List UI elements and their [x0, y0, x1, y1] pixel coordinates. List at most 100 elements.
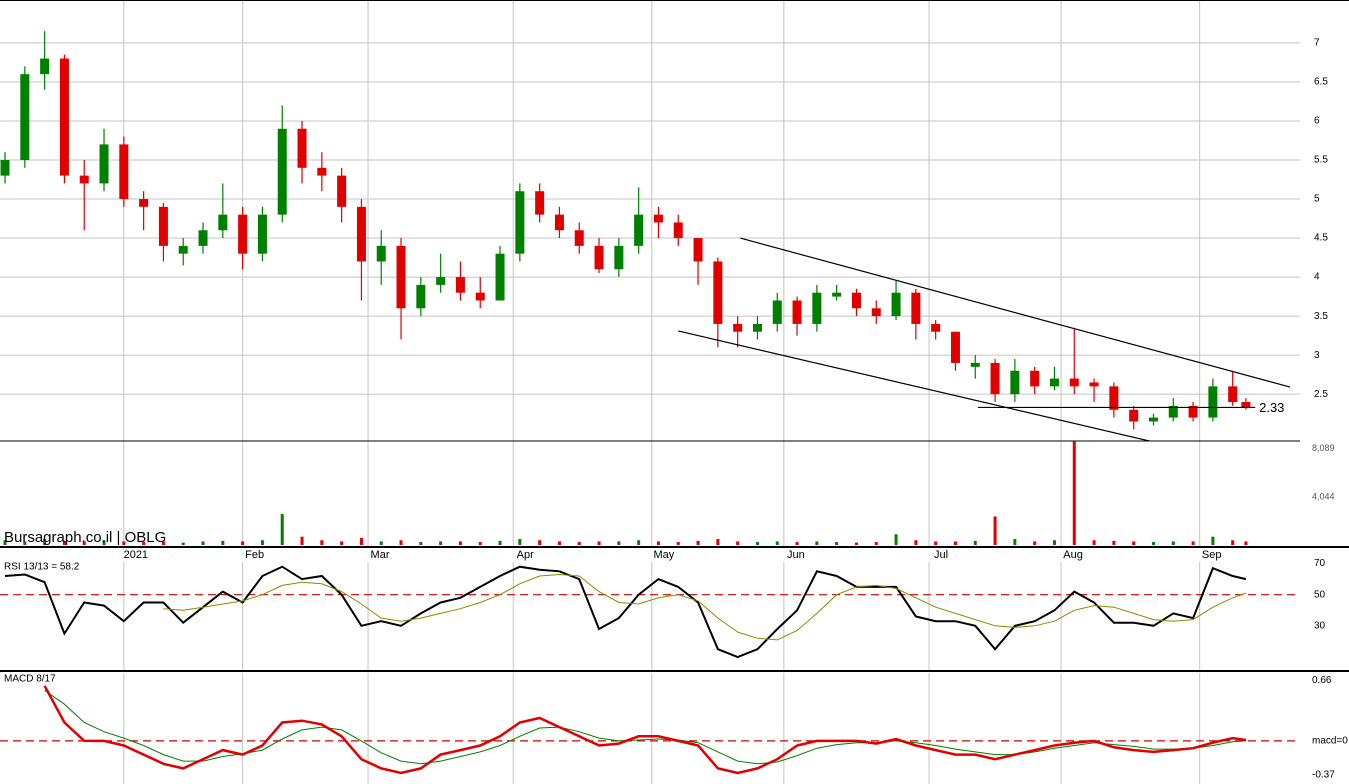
frame [0, 0, 1349, 672]
candle-body [614, 245, 624, 270]
volume-bar [1033, 541, 1037, 545]
candle-body [99, 144, 109, 184]
chart-title: Bursagraph.co.il | OBLG [4, 529, 166, 546]
volume-bar [201, 541, 205, 545]
volume-bar [577, 542, 581, 545]
x-tick-label: Feb [245, 549, 264, 561]
candle-body [436, 277, 446, 285]
rsi-panel [4, 565, 1247, 659]
candle-body [693, 238, 703, 262]
x-tick-label: Aug [1063, 549, 1083, 561]
volume-bar [1132, 541, 1136, 545]
volume-bar [815, 541, 819, 545]
candle-body [396, 245, 406, 309]
candle-body [297, 128, 307, 168]
volume-bar [458, 541, 462, 545]
volume-bar [557, 541, 561, 545]
candle-body [1089, 382, 1099, 387]
volume-tick-label: 8,089 [1312, 443, 1335, 453]
candle-body [1109, 386, 1119, 410]
candle-body [1168, 405, 1178, 418]
volume-bar [359, 537, 363, 545]
rsi-tick-label: 70 [1314, 558, 1326, 569]
candle-body [594, 245, 604, 270]
y-tick-label: 4 [1314, 272, 1320, 283]
candle-body [970, 362, 980, 367]
volume-bar [161, 541, 165, 545]
volume-bar [1112, 540, 1116, 545]
candle-body [356, 206, 366, 262]
candle-body [1208, 386, 1218, 418]
y-tick-label: 3.5 [1314, 311, 1328, 322]
candle-body [673, 222, 683, 239]
volume-bar [637, 540, 641, 545]
macd-panel [43, 685, 1247, 775]
candle-body [990, 362, 1000, 395]
grid-layer [0, 0, 1300, 784]
y-tick-label: 6 [1314, 116, 1320, 127]
candle-body [1010, 370, 1020, 395]
volume-bar [795, 542, 799, 545]
x-tick-label: Apr [517, 549, 534, 561]
candle-body [337, 175, 347, 207]
volume-bar [716, 539, 720, 545]
macd-tick-label: macd=0 [1312, 736, 1348, 747]
macd-label: MACD 8/17 [4, 674, 56, 685]
volume-bar [320, 540, 324, 545]
volume-bar [43, 539, 47, 545]
volume-bar [953, 541, 957, 545]
volume-bar [1013, 539, 1017, 545]
volume-bar [874, 542, 878, 545]
volume-bar [1151, 542, 1155, 545]
volume-bar [538, 540, 542, 545]
volume-bar [419, 542, 423, 545]
volume-bar [399, 540, 403, 545]
volume-tick-label: 4,044 [1312, 491, 1335, 501]
candle-body [832, 292, 842, 297]
volume-bar [1052, 540, 1056, 545]
y-tick-label: 5 [1314, 194, 1320, 205]
candle-body [1069, 378, 1079, 387]
candle-body [1030, 370, 1040, 387]
x-tick-label: 2021 [124, 549, 148, 561]
macd-tick-label: 0.66 [1312, 675, 1332, 686]
candle-body [535, 191, 545, 215]
volume-bar [736, 541, 740, 545]
volume-bar [23, 541, 27, 545]
volume-bar [340, 541, 344, 545]
volume-bar [142, 542, 146, 545]
macd-tick-label: -0.37 [1312, 769, 1335, 780]
candle-body [911, 292, 921, 324]
volume-bar [696, 540, 700, 545]
volume-bar [617, 541, 621, 545]
candle-body [455, 277, 465, 293]
macd-line [43, 685, 1247, 775]
rsi-tick-label: 50 [1314, 589, 1326, 600]
volume-bar [498, 540, 502, 545]
volume-bar [1171, 541, 1175, 545]
candle-body [495, 253, 505, 301]
candle-body [376, 245, 386, 262]
price-panel [0, 31, 1291, 441]
volume-bar [755, 542, 759, 545]
candle-body [871, 308, 881, 317]
volume-bar [894, 534, 898, 545]
candle-body [1188, 405, 1198, 418]
candle-body [79, 175, 89, 184]
candle-body [851, 292, 861, 309]
volume-bar [597, 541, 601, 545]
candle-body [515, 191, 525, 254]
volume-bar [914, 540, 918, 545]
candle-body [0, 160, 10, 176]
candle-body [416, 284, 426, 309]
trend-line [678, 330, 1153, 441]
candle-body [1241, 401, 1251, 408]
volume-bar [122, 541, 126, 545]
y-tick-label: 2.5 [1314, 389, 1328, 400]
candle-body [158, 206, 168, 246]
candle-body [1228, 386, 1238, 402]
volume-bar [854, 542, 858, 545]
x-tick-label: May [653, 549, 674, 561]
